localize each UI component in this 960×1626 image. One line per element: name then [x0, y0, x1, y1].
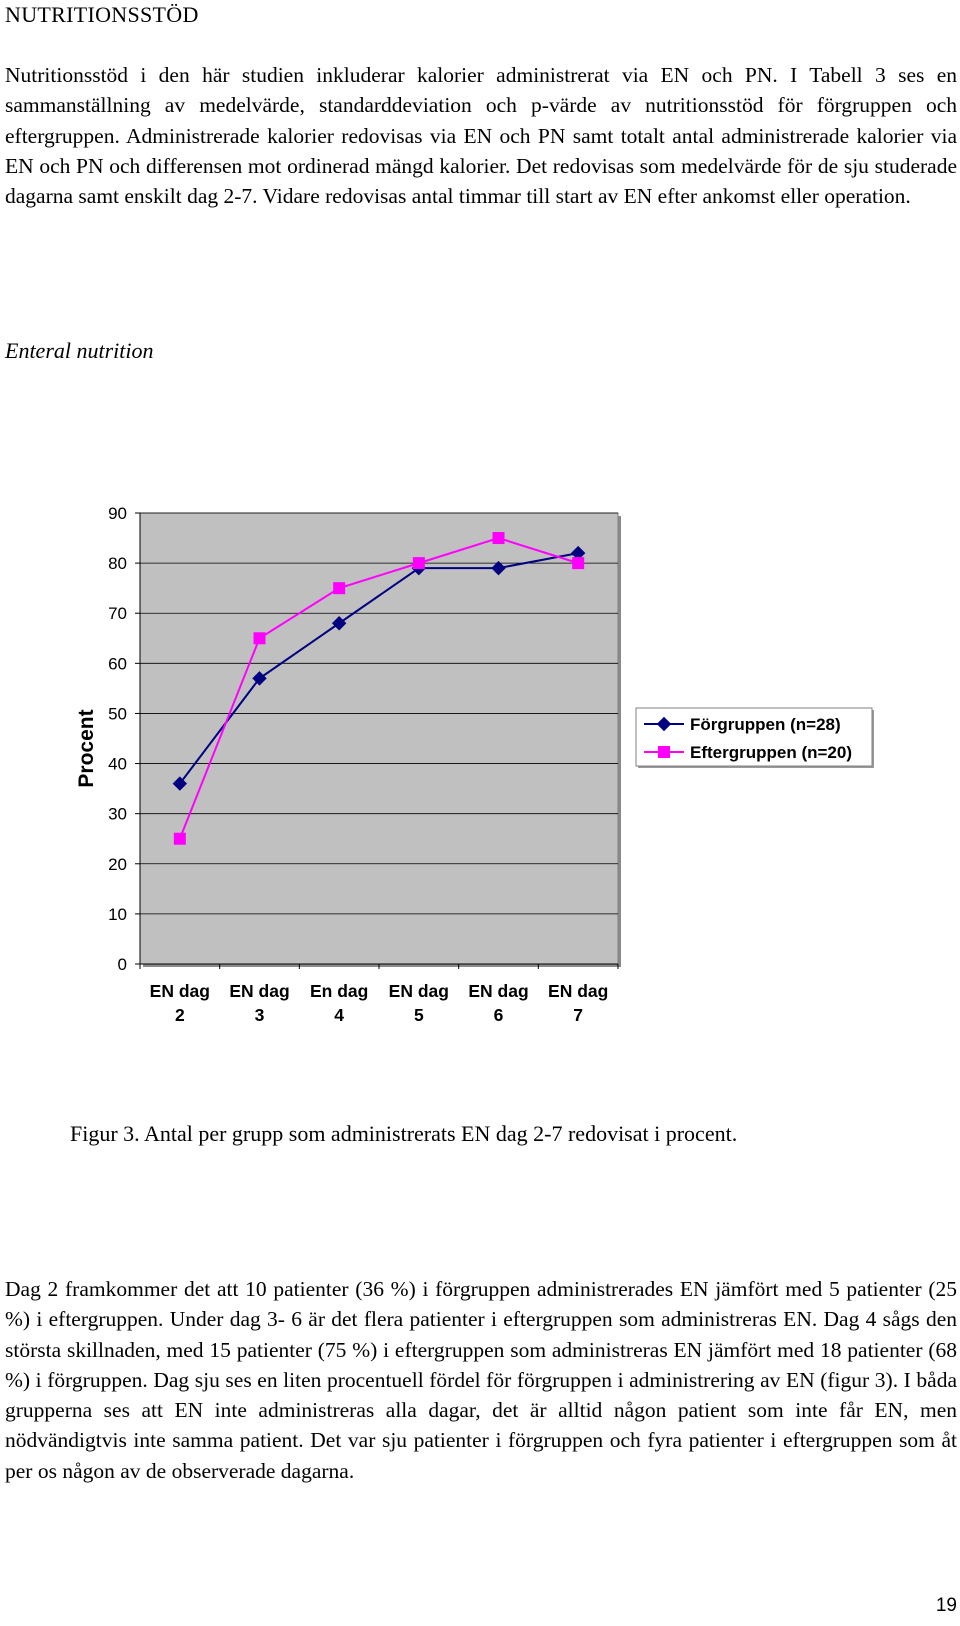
x-tick-label: EN dag 6 — [468, 981, 528, 1025]
plot-background — [139, 512, 619, 965]
chart-legend: Förgruppen (n=28) Eftergruppen (n=20) — [635, 707, 874, 768]
subsection-heading: Enteral nutrition — [5, 338, 154, 363]
data-point-series-2 — [173, 832, 186, 845]
data-point-series-2 — [572, 557, 585, 570]
y-tick-label: 60 — [108, 654, 127, 673]
data-point-series-2 — [412, 557, 425, 570]
data-point-series-2 — [253, 632, 266, 645]
data-point-series-1 — [331, 616, 347, 631]
body-paragraph: Dag 2 framkommer det att 10 patienter (3… — [5, 1277, 957, 1483]
figure-caption: Figur 3. Antal per grupp som administrer… — [70, 1121, 738, 1146]
y-tick-label: 0 — [118, 955, 127, 974]
legend-marker — [656, 716, 672, 732]
y-tick-label: 80 — [108, 554, 127, 573]
legend-label: Förgruppen (n=28) — [690, 715, 841, 734]
data-point-series-1 — [491, 560, 506, 576]
legend-marker — [658, 746, 670, 758]
y-tick-label: 70 — [108, 604, 127, 623]
y-tick-label: 50 — [108, 704, 127, 723]
data-point-series-2 — [333, 582, 346, 595]
page-number: 19 — [935, 1595, 957, 1616]
x-tick-label: EN dag 7 — [548, 981, 608, 1025]
legend-label: Eftergruppen (n=20) — [690, 743, 852, 762]
x-tick-label: EN dag 5 — [389, 981, 449, 1025]
plot-area: 0 10 20 30 40 50 60 70 80 90 EN dag 2 EN dag 3 En dag 4… — [75, 504, 621, 1025]
legend-box — [635, 707, 873, 767]
x-tick-label: En dag 4 — [310, 981, 368, 1025]
line-chart: 0 10 20 30 40 50 60 70 80 90 EN dag 2 EN dag 3 En dag 4… — [75, 504, 874, 1025]
y-tick-label: 30 — [108, 805, 127, 824]
series-line-1 — [179, 552, 579, 785]
y-axis-label: Procent — [75, 709, 98, 787]
y-tick-label: 10 — [108, 905, 127, 924]
data-point-series-1 — [252, 671, 267, 686]
data-point-series-2 — [492, 532, 505, 545]
x-tick-label: EN dag 2 — [150, 981, 210, 1025]
section-heading: NUTRITIONSSTÖD — [5, 2, 199, 27]
series-line-2 — [178, 537, 579, 840]
intro-paragraph: Nutritionsstöd i den här studien inklude… — [5, 63, 957, 209]
y-tick-label: 90 — [108, 504, 127, 523]
y-tick-label: 20 — [108, 855, 127, 874]
chart-marks — [172, 532, 586, 845]
x-tick-label: EN dag 3 — [229, 981, 289, 1025]
y-tick-label: 40 — [108, 755, 127, 774]
data-point-series-1 — [172, 776, 188, 791]
